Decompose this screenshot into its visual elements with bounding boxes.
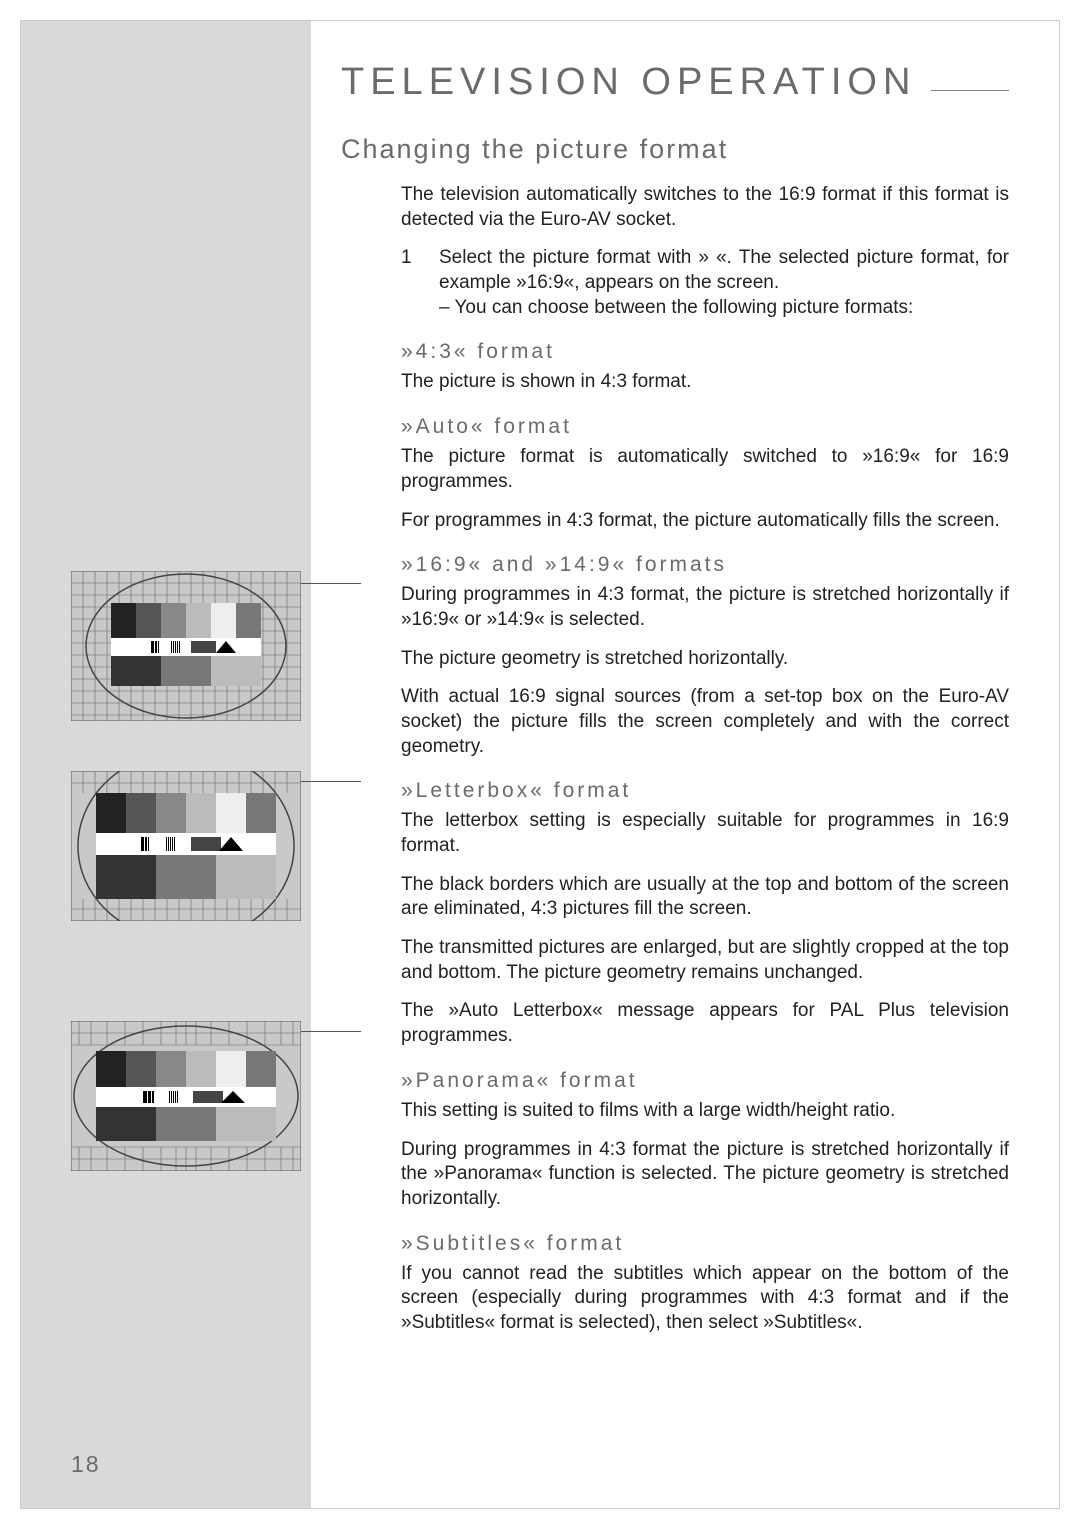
page-title: TELEVISION OPERATION — [341, 61, 916, 104]
paragraph: The black borders which are usually at t… — [401, 873, 1009, 922]
page-frame: 18 TELEVISION OPERATION Changing the pic… — [20, 20, 1060, 1509]
illustration-16-9 — [71, 571, 301, 721]
test-pattern-icon — [71, 571, 301, 721]
title-rule — [931, 90, 1009, 92]
format-body: This setting is suited to films with a l… — [401, 1099, 1009, 1212]
paragraph: During programmes in 4:3 format the pict… — [401, 1138, 1009, 1212]
sidebar-grey-column: 18 — [21, 21, 311, 1508]
step-line: Select the picture format with » «. The … — [439, 246, 1009, 295]
format-heading-16-9: »16:9« and »14:9« formats — [401, 553, 1009, 577]
paragraph: During programmes in 4:3 format, the pic… — [401, 583, 1009, 632]
format-body: The picture format is automatically swit… — [401, 445, 1009, 533]
format-body: If you cannot read the subtitles which a… — [401, 1262, 1009, 1336]
illustration-letterbox — [71, 771, 301, 921]
illustration-panorama — [71, 1021, 301, 1171]
step-line: – You can choose between the following p… — [439, 296, 1009, 321]
title-row: TELEVISION OPERATION — [341, 61, 1009, 112]
paragraph: The picture format is automatically swit… — [401, 445, 1009, 494]
paragraph: For programmes in 4:3 format, the pictur… — [401, 509, 1009, 534]
test-pattern-icon — [71, 1021, 301, 1171]
intro-paragraph: The television automatically switches to… — [401, 183, 1009, 232]
paragraph: This setting is suited to films with a l… — [401, 1099, 1009, 1124]
format-body: During programmes in 4:3 format, the pic… — [401, 583, 1009, 759]
paragraph: The picture is shown in 4:3 format. — [401, 370, 1009, 395]
format-heading-4-3: »4:3« format — [401, 340, 1009, 364]
section-heading: Changing the picture format — [341, 134, 1009, 165]
format-heading-panorama: »Panorama« format — [401, 1069, 1009, 1093]
main-content: TELEVISION OPERATION Changing the pictur… — [311, 21, 1059, 1508]
paragraph: With actual 16:9 signal sources (from a … — [401, 685, 1009, 759]
paragraph: The transmitted pictures are enlarged, b… — [401, 936, 1009, 985]
test-pattern-icon — [71, 771, 301, 921]
body-text: The television automatically switches to… — [401, 183, 1009, 320]
paragraph: The picture geometry is stretched horizo… — [401, 647, 1009, 672]
step-text: Select the picture format with » «. The … — [439, 246, 1009, 320]
paragraph: The letterbox setting is especially suit… — [401, 809, 1009, 858]
step-number: 1 — [401, 246, 419, 320]
format-body: The picture is shown in 4:3 format. — [401, 370, 1009, 395]
format-heading-subtitles: »Subtitles« format — [401, 1232, 1009, 1256]
paragraph: If you cannot read the subtitles which a… — [401, 1262, 1009, 1336]
paragraph: The »Auto Letterbox« message appears for… — [401, 999, 1009, 1048]
page-number: 18 — [71, 1451, 101, 1478]
step-1: 1 Select the picture format with » «. Th… — [401, 246, 1009, 320]
format-body: The letterbox setting is especially suit… — [401, 809, 1009, 1049]
format-heading-letterbox: »Letterbox« format — [401, 779, 1009, 803]
format-heading-auto: »Auto« format — [401, 415, 1009, 439]
